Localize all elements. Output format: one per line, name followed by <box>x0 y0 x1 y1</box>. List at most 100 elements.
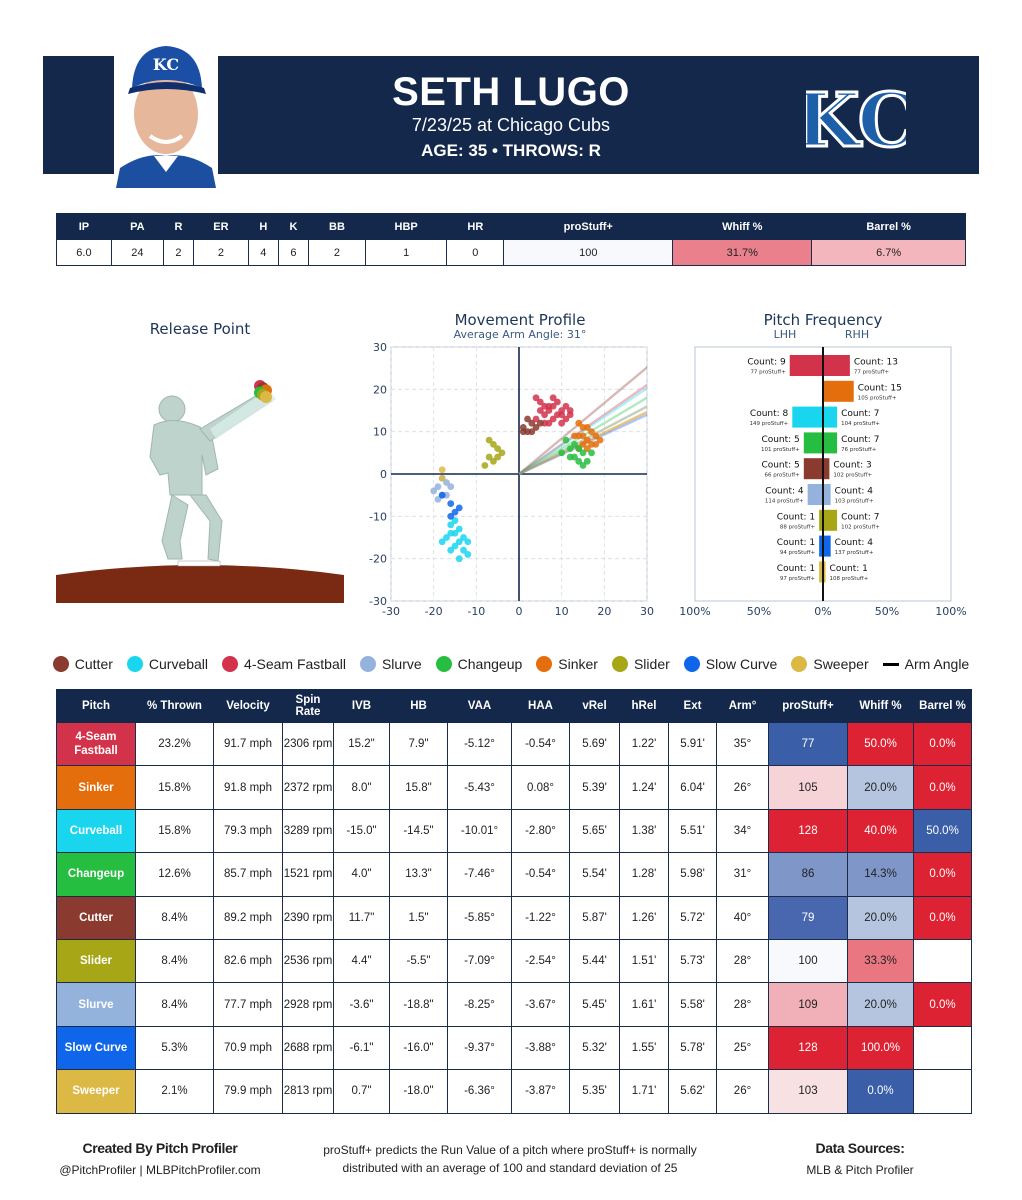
frequency-stuff-lhh: 149 proStuff+ <box>749 421 788 427</box>
frequency-stuff-rhh: 103 proStuff+ <box>835 499 874 505</box>
movement-point-sinker <box>592 432 600 440</box>
movement-point-sinker <box>571 432 578 440</box>
movement-ytick: -10 <box>369 510 387 523</box>
prostuff-note: proStuff+ predicts the Run Value of a pi… <box>300 1141 720 1177</box>
arsenal-cell-vrel: 5.69' <box>569 721 620 767</box>
arsenal-cell-spin: 2928 rpm <box>282 982 334 1027</box>
frequency-count-rhh: Count: 7 <box>841 435 879 445</box>
frequency-stuff-rhh: 77 proStuff+ <box>854 370 890 376</box>
movement-point-slow-curve <box>447 512 455 520</box>
frequency-xtick: 100% <box>679 605 710 618</box>
frequency-xtick: 100% <box>935 605 966 618</box>
movement-point-changeup <box>571 440 578 448</box>
movement-point-changeup <box>558 449 566 457</box>
arsenal-cell-barrel: 0.0% <box>913 852 972 897</box>
line-header-er: ER <box>193 213 249 240</box>
line-value-hbp: 1 <box>364 239 448 266</box>
movement-point-sinker <box>588 428 595 436</box>
arsenal-header-pitch: Pitch <box>56 689 136 723</box>
arsenal-header-ivb: IVB <box>333 689 390 723</box>
frequency-bar-lhh-curveball <box>792 406 823 428</box>
frequency-bar-rhh-curveball <box>823 406 838 428</box>
cap-logo: KC <box>153 55 179 74</box>
arsenal-cell-haa: -0.54° <box>511 721 570 767</box>
legend-label: Sinker <box>558 656 598 672</box>
arsenal-header-hb: HB <box>389 689 448 723</box>
arsenal-cell-hrel: 1.55' <box>619 1025 669 1071</box>
arsenal-pitch-name: Cutter <box>56 895 136 940</box>
arsenal-cell-stuff: 77 <box>768 721 848 767</box>
arsenal-cell-vrel: 5.44' <box>569 938 620 984</box>
arsenal-cell-ivb: 4.0" <box>333 852 390 897</box>
arsenal-cell-arm: 34° <box>716 808 769 854</box>
movement-point-slider <box>494 445 502 452</box>
arsenal-cell-ext: 5.62' <box>668 1069 717 1114</box>
movement-point-4-seam-fastball <box>532 415 540 423</box>
arsenal-cell-ext: 5.98' <box>668 852 717 897</box>
line-value-prostuff: 100 <box>503 239 674 266</box>
arsenal-pitch-name: Slow Curve <box>56 1025 136 1071</box>
frequency-bar-rhh-changeup <box>823 432 838 454</box>
arsenal-cell-arm: 26° <box>716 1069 769 1114</box>
movement-point-curveball <box>455 525 463 533</box>
movement-point-curveball <box>460 546 467 554</box>
frequency-count-lhh: Count: 1 <box>777 512 815 522</box>
movement-point-curveball <box>460 534 467 541</box>
legend-dot-icon <box>683 656 700 672</box>
frequency-count-rhh: Count: 1 <box>830 564 868 574</box>
legend-dot-icon <box>611 656 628 672</box>
arsenal-cell-spin: 2688 rpm <box>282 1025 334 1071</box>
frequency-count-lhh: Count: 5 <box>761 435 799 445</box>
frequency-stuff-lhh: 66 proStuff+ <box>765 473 801 479</box>
pitchers-mound <box>56 565 344 603</box>
arsenal-cell-vaa: -7.09° <box>447 938 512 984</box>
movement-point-cutter <box>519 428 527 436</box>
arsenal-row-sinker: Sinker 15.8% 91.8 mph 2372 rpm 8.0" 15.8" -5.4… <box>56 765 972 810</box>
arsenal-cell-haa: -3.88° <box>511 1025 570 1071</box>
movement-xtick: -30 <box>382 605 400 618</box>
arsenal-cell-haa: -3.87° <box>511 1069 570 1114</box>
frequency-bar-rhh-slow-curve <box>823 535 831 557</box>
movement-point-sinker <box>583 424 591 431</box>
frequency-stuff-lhh: 77 proStuff+ <box>750 370 786 376</box>
arsenal-header-whiff: Whiff % <box>847 689 914 723</box>
arsenal-row-changeup: Changeup 12.6% 85.7 mph 1521 rpm 4.0" 13.3" -7… <box>56 852 972 897</box>
line-value-er: 2 <box>193 239 249 266</box>
pitch-legend: Cutter Curveball 4-Seam Fastball Slurve Chan… <box>0 656 1022 672</box>
movement-point-curveball <box>447 529 455 537</box>
frequency-count-lhh: Count: 4 <box>765 487 804 497</box>
arsenal-cell-hb: -18.8" <box>389 982 448 1027</box>
movement-ytick: -30 <box>369 595 387 608</box>
arm-angle-ray <box>210 389 276 439</box>
arsenal-cell-ext: 5.51' <box>668 808 717 854</box>
frequency-count-rhh: Count: 13 <box>854 358 898 368</box>
arsenal-cell-hb: 15.8" <box>389 765 448 810</box>
frequency-bar-rhh-4-seam-fastball <box>823 355 850 376</box>
movement-point-slider <box>498 449 506 457</box>
data-sources-title: Data Sources: <box>815 1140 905 1156</box>
movement-point-sinker <box>579 440 587 448</box>
movement-point-4-seam-fastball <box>562 415 570 423</box>
arsenal-cell-arm: 25° <box>716 1025 769 1071</box>
legend-label: 4-Seam Fastball <box>244 656 346 672</box>
bio-line: AGE: 35 • THROWS: R <box>421 141 601 160</box>
arsenal-cell-whiff: 40.0% <box>847 808 914 854</box>
release-point-title: Release Point <box>149 320 251 338</box>
movement-point-curveball <box>464 538 472 546</box>
frequency-bar-lhh-slow-curve <box>819 535 823 557</box>
arsenal-cell-hrel: 1.38' <box>619 808 669 854</box>
frequency-stuff-rhh: 108 proStuff+ <box>830 576 869 582</box>
arsenal-header-haa: HAA <box>511 689 570 723</box>
pitching-rubber <box>177 560 221 567</box>
movement-point-sinker <box>588 440 595 448</box>
movement-point-changeup <box>566 445 574 452</box>
movement-point-slow-curve <box>447 500 455 508</box>
frequency-stuff-lhh: 97 proStuff+ <box>780 576 816 582</box>
arsenal-cell-arm: 26° <box>716 765 769 810</box>
arsenal-cell-hb: -18.0" <box>389 1069 448 1114</box>
movement-point-4-seam-fastball <box>549 415 557 423</box>
arsenal-cell-vrel: 5.65' <box>569 808 620 854</box>
arm-angle-line <box>518 365 647 475</box>
legend-item-slider: Slider <box>611 656 670 672</box>
arsenal-header-arm: Arm° <box>716 689 769 723</box>
